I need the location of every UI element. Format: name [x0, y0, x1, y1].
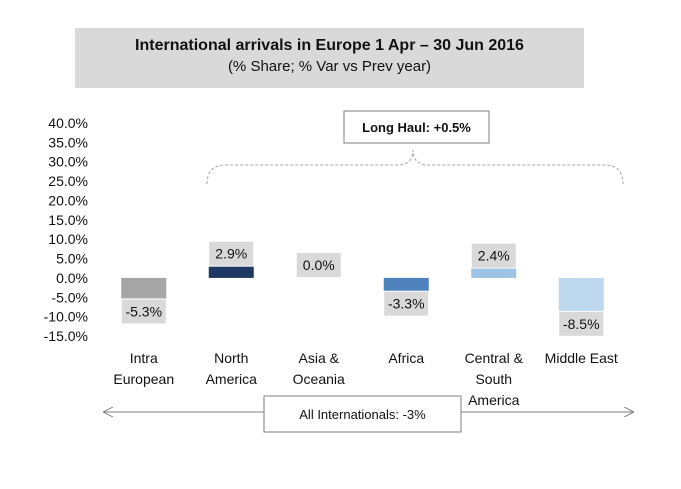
category-label: Asia &	[299, 350, 340, 366]
category-label: Intra	[130, 350, 158, 366]
long-haul-bracket	[206, 149, 624, 185]
data-label-box	[384, 291, 429, 316]
y-tick-label: -10.0%	[44, 309, 88, 325]
y-tick-label: -5.0%	[51, 289, 88, 305]
category-labels: Intra European North America Asia & Oceania Af…	[113, 350, 618, 408]
y-tick-label: 15.0%	[48, 212, 88, 228]
y-tick-label: 5.0%	[56, 251, 88, 267]
category-label: North	[214, 350, 248, 366]
bar	[383, 277, 429, 291]
chart-subtitle: (% Share; % Var vs Prev year)	[227, 58, 432, 75]
category-label: America	[468, 392, 520, 408]
data-labels: -5.3% 2.9% 0.0% -3.3% 2.4% -8.5%	[121, 241, 604, 336]
long-haul-callout	[343, 110, 490, 144]
category-label: Oceania	[293, 371, 345, 387]
y-tick-label: 10.0%	[48, 231, 88, 247]
all-internationals-callout	[263, 395, 462, 433]
category-label: Middle East	[545, 350, 618, 366]
y-tick-label: 35.0%	[48, 134, 88, 150]
chart-title: International arrivals in Europe 1 Apr –…	[135, 37, 524, 54]
y-tick-label: 40.0%	[48, 115, 88, 131]
data-label-box	[121, 299, 166, 324]
data-label-box	[209, 241, 254, 266]
data-label: -5.3%	[125, 303, 162, 319]
category-label: South	[475, 371, 512, 387]
y-axis: 40.0% 35.0% 30.0% 25.0% 20.0% 15.0% 10.0% 5.0% 0…	[44, 115, 88, 344]
y-tick-label: -15.0%	[44, 328, 88, 344]
long-haul-label: Long Haul: +0.5%	[362, 120, 471, 135]
bar	[208, 266, 254, 278]
data-label: 0.0%	[303, 257, 335, 273]
data-label: 2.9%	[215, 246, 247, 262]
data-label-box	[296, 252, 341, 277]
all-internationals-label: All Internationals: -3%	[299, 407, 426, 422]
data-label: 2.4%	[478, 248, 510, 264]
bar	[471, 268, 517, 278]
data-label-box	[471, 243, 516, 268]
data-label: -8.5%	[563, 316, 600, 332]
bars	[121, 266, 604, 311]
chart-title-box: International arrivals in Europe 1 Apr –…	[75, 28, 584, 88]
y-tick-label: 0.0%	[56, 270, 88, 286]
category-label: Africa	[388, 350, 424, 366]
y-tick-label: 25.0%	[48, 173, 88, 189]
data-label: -3.3%	[388, 296, 425, 312]
bar	[121, 277, 167, 299]
category-label: European	[113, 371, 174, 387]
y-tick-label: 20.0%	[48, 192, 88, 208]
data-label-box	[559, 311, 604, 336]
category-label: America	[206, 371, 258, 387]
bar	[558, 277, 604, 311]
y-tick-label: 30.0%	[48, 154, 88, 170]
category-label: Central &	[465, 350, 524, 366]
